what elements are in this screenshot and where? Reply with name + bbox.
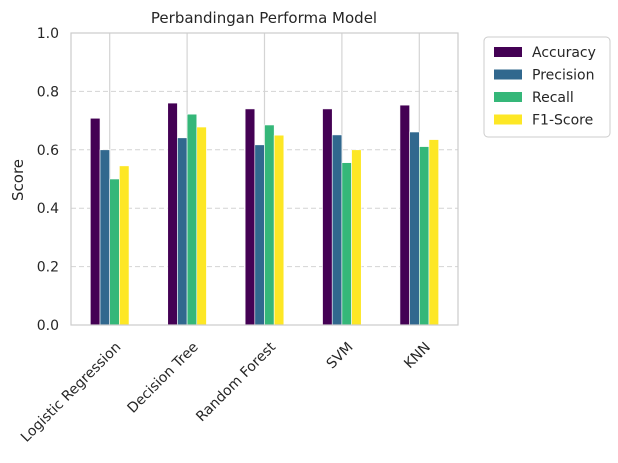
bar-recall bbox=[341, 162, 352, 326]
bar-recall bbox=[418, 146, 430, 326]
x-tick: SVM bbox=[324, 339, 357, 372]
bars bbox=[90, 102, 439, 326]
x-tick: Logistic Regression bbox=[18, 339, 124, 445]
legend-swatch bbox=[494, 114, 522, 125]
legend-label: Accuracy bbox=[532, 45, 596, 61]
x-tick-label: Decision Tree bbox=[124, 339, 201, 416]
legend-label: F1-Score bbox=[532, 113, 593, 129]
bar-accuracy bbox=[167, 102, 178, 326]
bar-accuracy bbox=[322, 108, 333, 326]
plot-frame bbox=[70, 32, 459, 326]
y-tick-label: 0.0 bbox=[37, 318, 59, 334]
chart-title: Perbandingan Performa Model bbox=[151, 9, 377, 27]
x-tick: Decision Tree bbox=[124, 339, 201, 416]
legend-label: Precision bbox=[532, 68, 594, 84]
bar-recall bbox=[186, 113, 198, 326]
bar-f1-score bbox=[351, 149, 362, 326]
bar-f1-score bbox=[428, 139, 439, 326]
y-axis-label: Score bbox=[9, 159, 27, 201]
bar-accuracy bbox=[90, 117, 101, 326]
bar-recall bbox=[264, 124, 275, 326]
y-tick-label: 0.8 bbox=[37, 84, 59, 100]
y-tick-label: 0.6 bbox=[37, 143, 59, 159]
bar-accuracy bbox=[244, 108, 256, 326]
bar-precision bbox=[254, 144, 265, 326]
x-tick: Random Forest bbox=[193, 339, 279, 425]
y-tick-label: 0.4 bbox=[37, 201, 59, 217]
x-tick-label: Random Forest bbox=[193, 339, 279, 425]
x-tick: KNN bbox=[401, 339, 434, 372]
x-tick-label: SVM bbox=[324, 339, 357, 372]
bar-accuracy bbox=[399, 104, 410, 326]
legend-swatch bbox=[494, 69, 522, 80]
bar-f1-score bbox=[273, 134, 285, 326]
y-tick-label: 0.2 bbox=[37, 260, 59, 276]
x-tick-label: Logistic Regression bbox=[18, 339, 124, 445]
bar-precision bbox=[99, 149, 111, 326]
bar-f1-score bbox=[119, 165, 130, 326]
legend-swatch bbox=[494, 92, 522, 102]
bar-precision bbox=[331, 134, 343, 326]
bar-f1-score bbox=[196, 126, 207, 326]
x-tick-label: KNN bbox=[401, 339, 434, 372]
legend-label: Recall bbox=[532, 90, 574, 106]
y-ticks: 0.0 0.2 0.4 0.6 0.8 1.0 bbox=[37, 26, 59, 334]
legend: Accuracy Precision Recall F1-Score bbox=[483, 36, 611, 138]
y-tick-label: 1.0 bbox=[37, 26, 59, 42]
bar-recall bbox=[109, 178, 120, 326]
bar-precision bbox=[177, 137, 188, 326]
legend-swatch bbox=[494, 47, 522, 57]
bar-precision bbox=[409, 131, 420, 326]
legend-box bbox=[483, 36, 611, 138]
